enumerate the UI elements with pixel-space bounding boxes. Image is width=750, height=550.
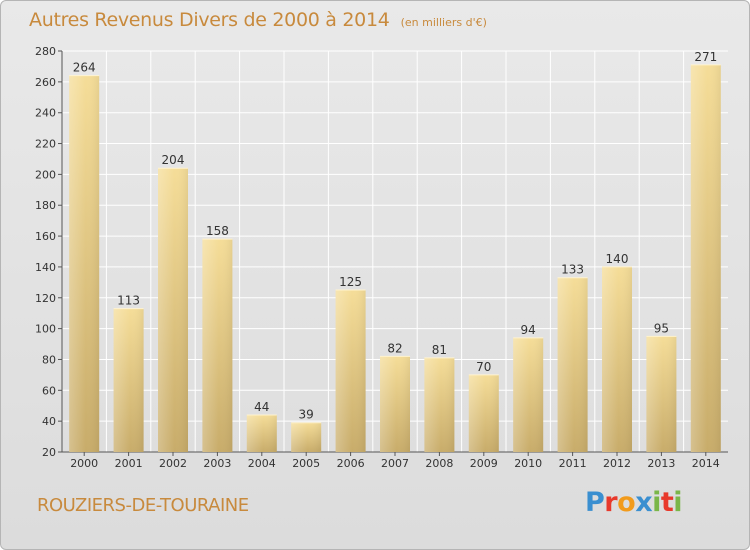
bar-shade bbox=[246, 414, 277, 452]
data-label: 140 bbox=[606, 252, 629, 266]
logo-letter: P bbox=[585, 487, 605, 518]
logo-letter: o bbox=[617, 487, 636, 518]
data-label: 125 bbox=[339, 275, 362, 289]
x-tick-label: 2001 bbox=[115, 457, 143, 470]
logo-letter: i bbox=[652, 487, 661, 518]
y-tick-label: 200 bbox=[35, 168, 56, 181]
y-tick-label: 240 bbox=[35, 107, 56, 120]
bar-shade bbox=[158, 168, 188, 452]
y-tick-label: 280 bbox=[35, 45, 56, 58]
bar-shade bbox=[113, 308, 144, 452]
data-label: 39 bbox=[299, 408, 314, 422]
y-tick-label: 220 bbox=[35, 138, 56, 151]
y-tick-label: 160 bbox=[35, 230, 56, 243]
data-label: 81 bbox=[432, 343, 447, 357]
bar-shade bbox=[335, 290, 366, 452]
x-tick-label: 2005 bbox=[292, 457, 320, 470]
bars bbox=[69, 64, 721, 452]
bar-shade bbox=[291, 422, 322, 452]
commune-name: ROUZIERS-DE-TOURAINE bbox=[37, 495, 249, 516]
x-tick-labels: 2000 2001 2002 2003 2004 2005 2006 2007 2008 2009… bbox=[70, 457, 720, 470]
proxiti-logo: Proxiti bbox=[585, 487, 683, 518]
data-labels: 264 113 204 158 44 39 125 82 81 70 94 133 140 95 271 bbox=[73, 50, 718, 422]
y-tick-label: 40 bbox=[42, 415, 56, 428]
bar-shade bbox=[424, 357, 455, 452]
x-tick-label: 2006 bbox=[337, 457, 365, 470]
y-tick-label: 20 bbox=[42, 446, 56, 459]
x-tick-label: 2003 bbox=[203, 457, 231, 470]
x-tick-label: 2000 bbox=[70, 457, 98, 470]
x-tick-label: 2010 bbox=[514, 457, 542, 470]
data-label: 82 bbox=[387, 341, 402, 355]
data-label: 133 bbox=[561, 263, 584, 277]
x-tick-label: 2011 bbox=[559, 457, 587, 470]
bar-shade bbox=[646, 336, 677, 452]
data-label: 204 bbox=[162, 153, 185, 167]
x-tick-label: 2004 bbox=[248, 457, 276, 470]
y-tick-label: 120 bbox=[35, 292, 56, 305]
chart-title-main: Autres Revenus Divers de 2000 à 2014 bbox=[29, 9, 390, 31]
bar-shade bbox=[202, 239, 233, 452]
y-tick-label: 60 bbox=[42, 384, 56, 397]
chart-title: Autres Revenus Divers de 2000 à 2014 (en… bbox=[29, 9, 487, 31]
bar-shade bbox=[513, 337, 544, 452]
bar-shade bbox=[380, 356, 410, 452]
bar-shade bbox=[690, 64, 721, 452]
data-label: 113 bbox=[117, 294, 140, 308]
x-tick-label: 2014 bbox=[692, 457, 720, 470]
bar-shade bbox=[557, 277, 588, 452]
y-tick-label: 140 bbox=[35, 261, 56, 274]
logo-letter: r bbox=[604, 487, 618, 518]
x-tick-label: 2008 bbox=[425, 457, 453, 470]
data-label: 271 bbox=[694, 50, 717, 64]
y-tick-label: 260 bbox=[35, 76, 56, 89]
data-label: 158 bbox=[206, 224, 229, 238]
data-label: 264 bbox=[73, 61, 96, 75]
chart-title-unit: (en milliers d'€) bbox=[400, 16, 487, 29]
logo-letter: x bbox=[635, 487, 653, 518]
x-tick-label: 2012 bbox=[603, 457, 631, 470]
y-tick-label: 100 bbox=[35, 323, 56, 336]
logo-letter: t bbox=[660, 487, 674, 518]
y-tick-labels: 20 40 60 80 100 120 140 160 180 200 220 240 260 280 bbox=[35, 45, 56, 459]
x-tick-label: 2007 bbox=[381, 457, 409, 470]
data-label: 95 bbox=[654, 321, 669, 335]
y-tick-label: 80 bbox=[42, 353, 56, 366]
data-label: 44 bbox=[254, 400, 269, 414]
data-label: 70 bbox=[476, 360, 491, 374]
y-tick-label: 180 bbox=[35, 199, 56, 212]
x-tick-label: 2002 bbox=[159, 457, 187, 470]
data-label: 94 bbox=[521, 323, 536, 337]
x-tick-label: 2013 bbox=[647, 457, 675, 470]
bar-shade bbox=[602, 266, 632, 452]
bar-shade bbox=[468, 374, 499, 452]
bar-shade bbox=[69, 75, 100, 452]
x-tick-label: 2009 bbox=[470, 457, 498, 470]
logo-letter: i bbox=[673, 487, 683, 518]
